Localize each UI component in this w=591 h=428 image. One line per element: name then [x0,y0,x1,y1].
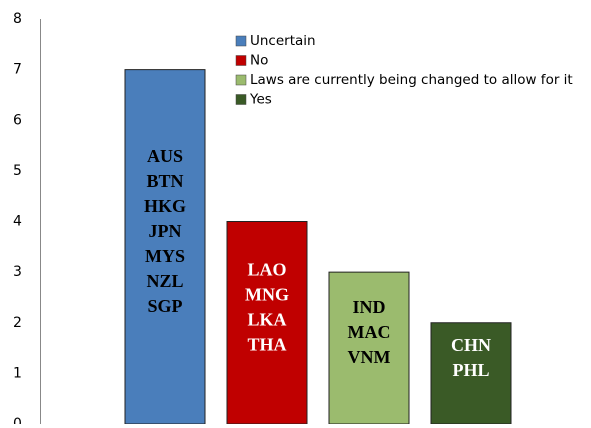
y-tick-label: 5 [13,163,22,179]
legend-label: Uncertain [250,33,316,49]
legend-swatch [235,74,247,86]
legend-swatch [235,35,247,47]
legend-swatch [235,94,247,105]
bar-label: NZL [146,271,183,291]
bar-label: MAC [348,322,391,342]
bar-label: MNG [245,284,289,304]
bar-label: PHL [452,360,489,380]
bar-label: VNM [348,347,391,367]
bar-label: LKA [247,309,286,329]
y-tick-label: 6 [13,112,22,128]
bar-label: JPN [149,221,182,241]
bar [226,221,308,425]
bar-label: MYS [145,246,185,266]
y-tick-label: 0 [13,416,22,424]
y-tick-label: 8 [13,11,22,27]
y-tick-label: 1 [13,365,22,381]
legend-label: No [250,53,268,69]
bar-label: AUS [147,146,183,166]
y-tick-label: 7 [13,62,22,78]
y-tick-label: 4 [13,214,22,230]
bar-label: IND [352,297,385,317]
legend-swatch [235,55,247,66]
bar-label: THA [247,334,286,354]
bar-label: HKG [144,196,186,216]
bar-label: CHN [451,335,491,355]
bar-label: SGP [147,296,182,316]
legend-label: Laws are currently being changed to allo… [250,72,573,88]
y-tick-label: 2 [13,315,22,331]
y-tick-label: 3 [13,264,22,280]
bar [430,322,512,425]
bar-label: BTN [146,171,183,191]
bar-label: LAO [247,259,286,279]
legend-label: Yes [249,92,272,108]
